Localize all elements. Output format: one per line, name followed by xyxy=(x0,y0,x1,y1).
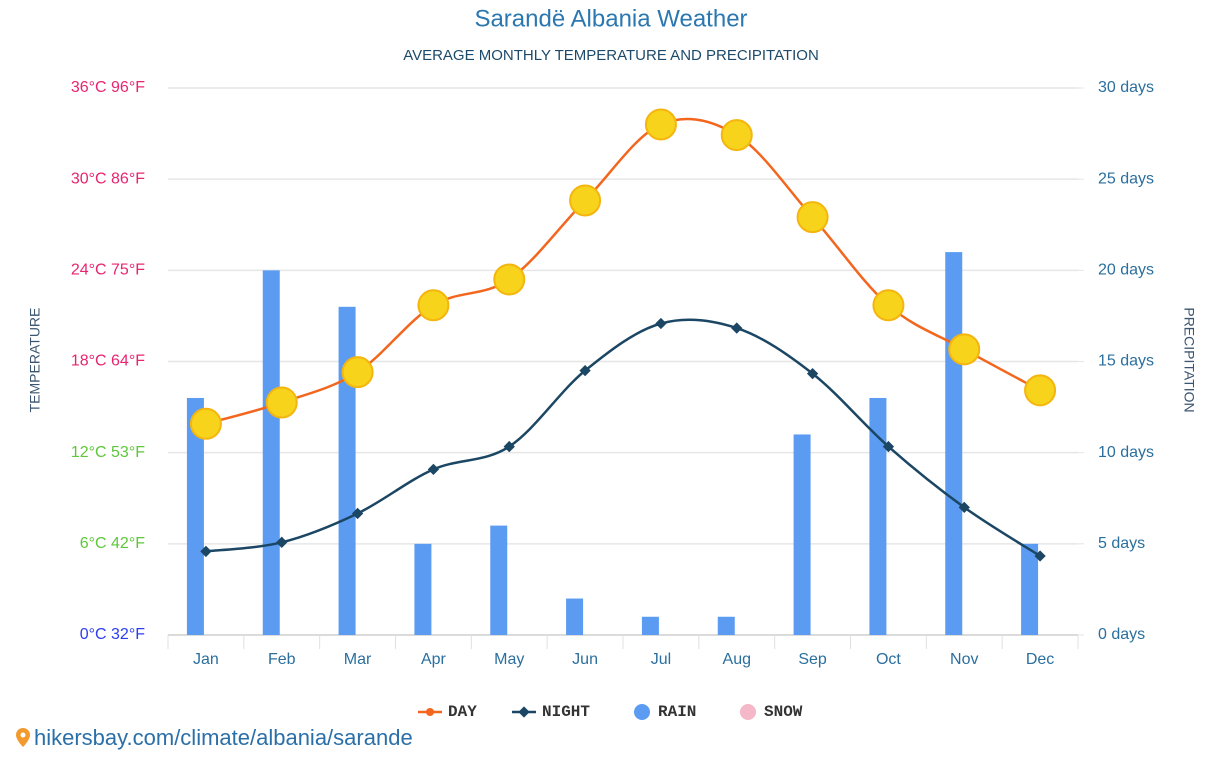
y-tick-label: 6°C 42°F xyxy=(80,535,145,552)
night-marker xyxy=(351,507,364,520)
legend-marker xyxy=(426,708,434,716)
bar xyxy=(490,525,508,635)
x-tick-label: Mar xyxy=(344,651,372,668)
legend-marker xyxy=(518,706,530,718)
x-tick-label: Jun xyxy=(572,651,598,668)
day-marker xyxy=(569,184,602,217)
night-marker xyxy=(655,317,667,330)
x-tick-label: May xyxy=(494,651,524,668)
bar xyxy=(869,397,887,635)
chart-subtitle: AVERAGE MONTHLY TEMPERATURE AND PRECIPIT… xyxy=(403,47,819,64)
legend-marker xyxy=(740,704,756,720)
bar xyxy=(414,543,432,635)
x-tick-label: Sep xyxy=(798,651,827,668)
pin-hole xyxy=(20,732,26,738)
day-marker xyxy=(796,201,829,234)
x-tick-label: Apr xyxy=(421,651,447,668)
day-marker xyxy=(265,386,298,419)
day-marker xyxy=(1024,374,1057,407)
y2-tick-label: 20 days xyxy=(1098,262,1154,279)
y-tick-label: 36°C 96°F xyxy=(71,79,145,96)
x-tick-label: Jan xyxy=(193,651,219,668)
x-tick-label: Nov xyxy=(950,651,978,668)
y-tick-label: 24°C 75°F xyxy=(71,262,145,279)
day-marker xyxy=(948,333,981,366)
legend-marker xyxy=(634,704,650,720)
x-tick-label: Jul xyxy=(651,651,671,668)
x-tick-label: Feb xyxy=(268,651,296,668)
night-marker xyxy=(427,463,440,476)
day-marker xyxy=(189,407,222,440)
bar xyxy=(641,616,659,635)
legend-label: SNOW xyxy=(764,703,803,721)
y2-tick-label: 5 days xyxy=(1098,535,1145,552)
y2-tick-label: 15 days xyxy=(1098,353,1154,370)
y2-tick-label: 10 days xyxy=(1098,444,1154,461)
y-tick-label: 0°C 32°F xyxy=(80,626,145,643)
y-tick-label: 18°C 64°F xyxy=(71,353,145,370)
day-marker xyxy=(644,108,677,141)
x-tick-label: Oct xyxy=(876,651,901,668)
bar xyxy=(566,598,584,635)
night-marker xyxy=(731,322,743,334)
night-marker xyxy=(1034,550,1046,562)
night-marker xyxy=(200,545,212,558)
bar xyxy=(338,306,356,635)
day-marker xyxy=(493,263,526,296)
day-marker xyxy=(341,356,374,389)
bar xyxy=(1021,543,1039,635)
y2-tick-label: 30 days xyxy=(1098,79,1154,96)
chart-title: Sarandë Albania Weather xyxy=(474,5,747,32)
legend-label: RAIN xyxy=(658,703,696,721)
night-marker xyxy=(806,367,819,380)
night-marker xyxy=(958,501,970,514)
y-tick-label: 12°C 53°F xyxy=(71,444,145,461)
bar xyxy=(793,434,811,635)
y-tick-label: 30°C 86°F xyxy=(71,170,145,187)
line xyxy=(205,318,1041,558)
y2-tick-label: 25 days xyxy=(1098,170,1154,187)
night-marker xyxy=(503,440,515,453)
night-marker xyxy=(579,364,591,377)
night-marker xyxy=(276,536,288,548)
bar xyxy=(717,616,735,635)
source: hikersbay.com/climate/albania/sarande xyxy=(34,725,413,750)
y2-tick-label: 0 days xyxy=(1098,626,1145,643)
legend-label: DAY xyxy=(448,703,477,721)
bar xyxy=(945,252,963,635)
day-marker xyxy=(720,119,753,152)
night-marker xyxy=(882,440,895,453)
bar xyxy=(186,397,204,635)
day-marker xyxy=(872,289,905,322)
bar xyxy=(262,270,280,635)
y2-axis-label: PRECIPITATION xyxy=(1181,307,1197,412)
line xyxy=(205,117,1041,426)
legend-label: NIGHT xyxy=(542,703,590,721)
x-tick-label: Dec xyxy=(1026,651,1054,668)
x-tick-label: Aug xyxy=(723,651,751,668)
day-marker xyxy=(417,289,450,322)
y-axis-label: TEMPERATURE xyxy=(27,308,43,413)
